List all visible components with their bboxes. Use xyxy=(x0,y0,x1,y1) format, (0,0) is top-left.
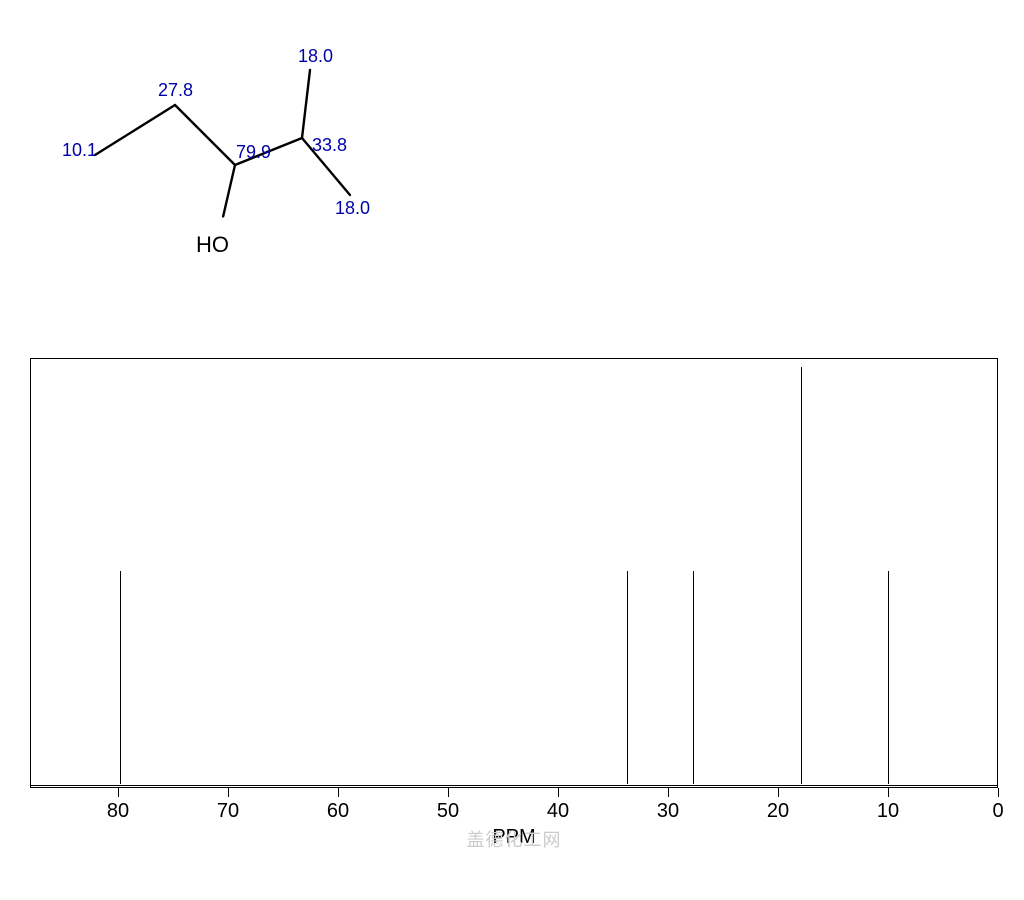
spectrum-peak xyxy=(693,571,694,784)
x-axis-tick xyxy=(888,788,889,797)
x-axis-tick xyxy=(228,788,229,797)
x-axis-tick-label: 20 xyxy=(767,800,789,823)
chemical-shift-label: 33.8 xyxy=(312,135,347,156)
x-axis-tick-label: 0 xyxy=(992,800,1003,823)
x-axis-tick xyxy=(448,788,449,797)
x-axis-tick xyxy=(998,788,999,797)
x-axis-tick-label: 80 xyxy=(107,800,129,823)
spectrum-peak xyxy=(120,571,121,784)
chemical-shift-label: 18.0 xyxy=(335,198,370,219)
x-axis-tick-label: 70 xyxy=(217,800,239,823)
spectrum-baseline xyxy=(31,785,997,786)
x-axis-tick xyxy=(558,788,559,797)
spectrum-peak xyxy=(627,571,628,784)
watermark-text: 盖德化工网 xyxy=(467,826,562,852)
x-axis-tick-label: 50 xyxy=(437,800,459,823)
x-axis-tick xyxy=(118,788,119,797)
spectrum-frame xyxy=(30,358,998,788)
chemical-shift-label: 79.9 xyxy=(236,142,271,163)
chemical-shift-label: 27.8 xyxy=(158,80,193,101)
x-axis-tick xyxy=(338,788,339,797)
chemical-shift-label: 18.0 xyxy=(298,46,333,67)
x-axis-tick-label: 10 xyxy=(877,800,899,823)
atom-label: HO xyxy=(196,232,229,258)
x-axis-tick-label: 60 xyxy=(327,800,349,823)
chemical-shift-label: 10.1 xyxy=(62,140,97,161)
x-axis-tick xyxy=(778,788,779,797)
spectrum-peak xyxy=(888,571,889,784)
x-axis-tick-label: 40 xyxy=(547,800,569,823)
spectrum-peak xyxy=(801,367,802,784)
x-axis-tick xyxy=(668,788,669,797)
x-axis-tick-label: 30 xyxy=(657,800,679,823)
canvas: 10.1 27.8 79.9 33.8 18.0 18.0 HO 0 10 20 30 40 50 6… xyxy=(0,0,1024,900)
